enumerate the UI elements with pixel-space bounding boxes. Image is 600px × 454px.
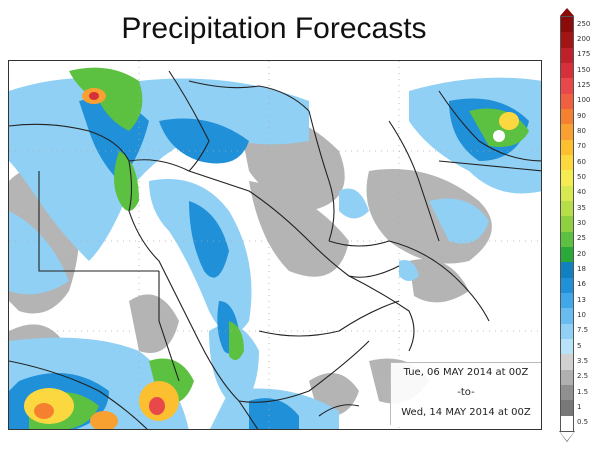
legend-tick-label: 175 <box>577 50 591 59</box>
legend-tick-label: 1 <box>577 403 582 411</box>
legend-tick-label: 2.5 <box>577 372 589 381</box>
valid-from: Tue, 06 MAY 2014 at 00Z <box>403 367 529 378</box>
legend-tick-label: 150 <box>577 65 591 74</box>
legend-swatch <box>561 93 573 110</box>
forecast-period-box: Tue, 06 MAY 2014 at 00Z -to- Wed, 14 MAY… <box>390 362 541 425</box>
legend-swatch <box>561 247 573 263</box>
legend-swatch <box>561 400 573 417</box>
legend-swatch <box>561 170 573 187</box>
legend-tick-label: 35 <box>577 203 586 212</box>
legend-tick-label: 40 <box>577 188 586 197</box>
legend-swatch <box>561 339 573 355</box>
legend-min-arrow-icon <box>560 432 574 441</box>
valid-to: Wed, 14 MAY 2014 at 00Z <box>401 407 531 418</box>
legend-swatch <box>561 216 573 233</box>
legend-tick-label: 30 <box>577 219 586 227</box>
legend-swatch <box>561 308 573 325</box>
precipitation-map[interactable]: Tue, 06 MAY 2014 at 00Z -to- Wed, 14 MAY… <box>8 60 542 430</box>
legend-tick-label: 60 <box>577 157 586 166</box>
legend-swatch <box>561 155 573 171</box>
map-title: Precipitation Forecasts <box>121 12 427 45</box>
legend-swatch <box>561 323 573 340</box>
legend-tick-label: 100 <box>577 96 591 105</box>
country-borders <box>9 70 541 429</box>
legend-tick-label: 0.5 <box>577 418 589 427</box>
legend-tick-label: 70 <box>577 142 586 151</box>
legend-tick-label: 16 <box>577 280 586 289</box>
legend-tick-label: 200 <box>577 35 591 43</box>
legend-tick-label: 25 <box>577 234 586 243</box>
color-legend: 250 200 175 150 125 100 90 80 70 60 50 40 35 30 25 20 18… <box>558 8 592 448</box>
legend-tick-label: 3.5 <box>577 357 589 365</box>
legend-swatch <box>561 47 573 64</box>
legend-swatch <box>561 78 573 95</box>
legend-tick-label: 125 <box>577 81 591 89</box>
legend-swatch <box>561 17 573 33</box>
legend-swatch <box>561 109 573 125</box>
lat-lon-grid <box>9 61 541 429</box>
legend-swatch <box>561 415 573 432</box>
legend-swatch <box>561 139 573 156</box>
legend-swatch <box>561 385 573 401</box>
legend-swatch <box>561 124 573 141</box>
extreme-precip-areas <box>24 88 519 429</box>
legend-swatch <box>561 185 573 202</box>
legend-tick-label: 13 <box>577 295 586 304</box>
legend-tick-label: 20 <box>577 249 586 258</box>
legend-tick-label: 18 <box>577 265 586 273</box>
legend-tick-label: 50 <box>577 173 586 181</box>
legend-tick-label: 7.5 <box>577 326 589 335</box>
legend-swatch <box>561 262 573 279</box>
legend-tick-label: 10 <box>577 311 586 319</box>
date-separator: -to- <box>457 387 475 398</box>
legend-swatch <box>561 201 573 217</box>
legend-swatch <box>561 293 573 309</box>
legend-tick-label: 1.5 <box>577 387 589 396</box>
legend-color-bar <box>560 16 574 432</box>
map-canvas <box>9 61 541 429</box>
legend-tick-label: 250 <box>577 19 591 28</box>
legend-swatch <box>561 369 573 386</box>
legend-tick-label: 5 <box>577 341 582 350</box>
legend-swatch <box>561 32 573 49</box>
legend-swatch <box>561 277 573 294</box>
legend-swatch <box>561 354 573 371</box>
legend-swatch <box>561 231 573 248</box>
legend-tick-label: 80 <box>577 127 586 135</box>
legend-tick-label: 90 <box>577 111 586 120</box>
legend-swatch <box>561 63 573 79</box>
legend-max-arrow-icon <box>560 8 574 16</box>
